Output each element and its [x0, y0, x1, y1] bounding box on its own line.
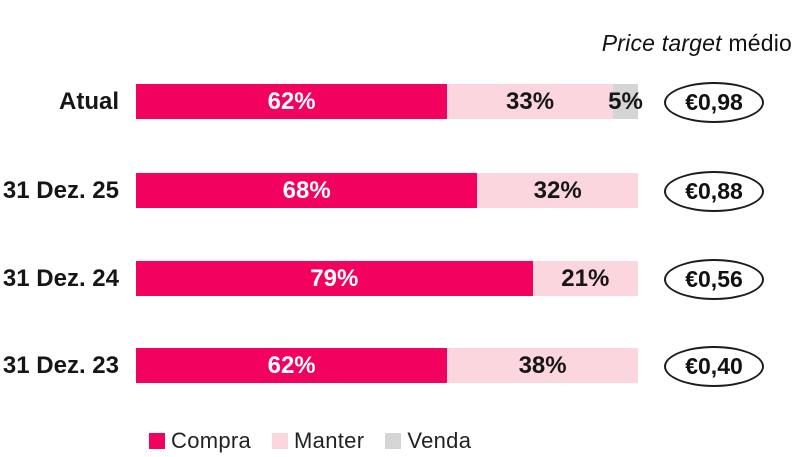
row-label: Atual	[59, 88, 119, 115]
bar-segment-value: 62%	[267, 87, 316, 115]
chart-row-2: 31 Dez. 25 68% 32% €0,88	[0, 171, 799, 212]
bar-segment-manter: 38%	[447, 348, 638, 383]
legend-swatch-icon	[149, 433, 165, 449]
legend-item-venda: Venda	[385, 428, 471, 454]
chart-title-italic: Price target	[601, 30, 722, 56]
legend-label: Venda	[407, 428, 472, 453]
bar-segment-manter: 33%	[447, 84, 613, 119]
chart-row-1: Atual 62% 33% 5% €0,98	[0, 82, 799, 123]
legend-item-compra: Compra	[149, 428, 251, 454]
legend-label: Compra	[171, 428, 252, 453]
chart-title: Price target médio	[589, 3, 792, 57]
bar-segment-compra: 62%	[136, 348, 448, 383]
bar-segment-manter: 21%	[532, 261, 638, 296]
price-target-badge: €0,88	[664, 171, 764, 212]
bar-track: 79% 21%	[136, 261, 638, 296]
bar-segment-value: 38%	[518, 351, 567, 379]
bar-segment-value: 5%	[608, 87, 643, 115]
chart-title-regular: médio	[721, 30, 792, 56]
bar-segment-value: 79%	[310, 264, 359, 292]
bar-segment-value: 21%	[561, 264, 610, 292]
legend-swatch-icon	[272, 433, 289, 449]
bar-segment-value: 62%	[267, 351, 316, 379]
chart-legend: Compra Manter Venda	[149, 428, 471, 454]
chart-row-3: 31 Dez. 24 79% 21% €0,56	[0, 259, 799, 300]
price-target-badge: €0,56	[664, 259, 764, 300]
bar-segment-compra: 62%	[136, 84, 448, 119]
bar-track: 68% 32%	[136, 173, 638, 208]
bar-segment-compra: 68%	[136, 173, 478, 208]
row-label: 31 Dez. 23	[2, 352, 119, 379]
legend-swatch-icon	[385, 433, 402, 449]
bar-track: 62% 38%	[136, 348, 638, 383]
chart-row-4: 31 Dez. 23 62% 38% €0,40	[0, 346, 799, 387]
legend-item-manter: Manter	[272, 428, 364, 454]
bar-segment-value: 33%	[506, 87, 555, 115]
bar-segment-compra: 79%	[136, 261, 533, 296]
bar-segment-venda: 5%	[608, 84, 643, 119]
price-target-badge: €0,40	[664, 346, 764, 387]
bar-segment-manter: 32%	[477, 173, 638, 208]
bar-segment-value: 68%	[282, 176, 331, 204]
legend-label: Manter	[294, 428, 365, 453]
row-label: 31 Dez. 25	[2, 177, 119, 204]
price-target-badge: €0,98	[664, 82, 764, 123]
row-label: 31 Dez. 24	[2, 265, 119, 292]
bar-segment-value: 32%	[533, 176, 582, 204]
bar-track: 62% 33% 5%	[136, 84, 643, 119]
